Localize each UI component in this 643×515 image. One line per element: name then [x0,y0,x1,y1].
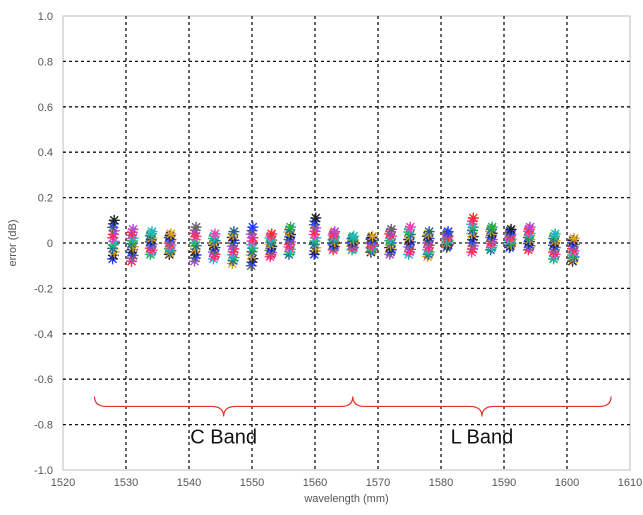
y-tick-label: -0.6 [34,374,53,386]
x-tick-label: 1570 [366,477,390,489]
data-point [467,212,479,224]
marker-stroke [246,250,256,260]
y-tick-label: -0.2 [34,283,53,295]
marker-stroke [210,229,220,239]
marker-stroke [108,243,118,253]
x-tick-label: 1600 [555,477,579,489]
y-tick-label: 0.4 [38,147,53,159]
data-point [404,221,416,233]
data-point [367,230,378,242]
marker-stroke [443,227,453,237]
x-tick-labels: 1520 1530 1540 1550 1560 1570 1580 1590 1600 1610 [51,477,642,489]
marker-stroke [349,231,359,241]
x-tick-label: 1560 [303,477,327,489]
marker-stroke [108,222,118,232]
data-point [505,223,517,235]
x-tick-label: 1540 [177,477,201,489]
curly-brace [93,396,354,417]
data-point [442,226,454,238]
marker-stroke [468,213,478,223]
data-point [228,226,240,238]
marker-stroke [267,229,277,239]
marker-stroke [109,215,119,225]
y-axis-title: error (dB) [7,219,19,266]
x-tick-label: 1590 [492,477,516,489]
data-point [568,232,580,244]
data-point [108,214,120,226]
marker-stroke [246,261,256,271]
marker-stroke [525,222,535,232]
band-label: C Band [190,426,257,448]
y-tick-label: -0.8 [34,420,53,432]
data-point [247,221,259,233]
data-point [266,228,278,240]
data-point [209,228,221,240]
y-tick-label: 1.0 [38,11,53,23]
data-point [146,226,158,238]
data-point [165,228,177,240]
y-tick-labels: 1.0 0.8 0.6 0.4 0.2 0 -0.2 -0.4 -0.6 -0.8 -1.0 [34,11,53,477]
y-tick-label: -1.0 [34,465,53,477]
data-point [423,226,435,238]
data-point [164,230,176,242]
marker-stroke [166,229,176,239]
marker-stroke [506,224,516,234]
marker-stroke [246,229,256,239]
band-labels: C Band L Band [190,426,513,448]
data-point [385,223,397,235]
data-point [348,230,360,242]
data-point [310,212,322,224]
marker-stroke [405,222,415,232]
marker-stroke [424,227,434,237]
y-tick-label: 0.8 [38,56,53,68]
marker-stroke [487,222,497,232]
x-tick-label: 1610 [618,477,642,489]
x-tick-label: 1580 [429,477,453,489]
marker-stroke [386,224,396,234]
marker-stroke [165,231,175,241]
marker-stroke [330,227,340,237]
marker-stroke [368,231,377,241]
y-tick-label: 0 [47,238,53,250]
data-point [127,223,139,235]
marker-stroke [286,222,296,232]
marker-stroke [248,222,258,232]
marker-stroke [569,233,579,243]
marker-stroke [128,224,138,234]
y-tick-label: 0.2 [38,193,53,205]
marker-stroke [229,227,239,237]
y-tick-label: -0.4 [34,329,53,341]
marker-stroke [246,240,256,250]
curly-brace [352,396,612,417]
data-point [285,221,297,233]
data-point [486,221,498,233]
marker-stroke [108,219,118,229]
marker-stroke [550,229,560,239]
band-label: L Band [451,426,514,448]
grid-lines [63,16,630,470]
x-tick-label: 1520 [51,477,75,489]
marker-stroke [191,222,201,232]
marker-stroke [247,226,257,236]
marker-stroke [147,227,157,237]
data-points [107,212,580,272]
data-point [549,228,561,240]
band-braces [93,396,612,417]
data-point [524,221,536,233]
x-tick-label: 1550 [240,477,264,489]
x-axis-title: wavelength (mm) [303,493,388,505]
y-tick-label: 0.6 [38,102,53,114]
x-tick-label: 1530 [114,477,138,489]
marker-stroke [311,213,321,223]
marker-stroke [108,254,118,264]
data-point [190,221,202,233]
marker-stroke [108,233,118,243]
data-point [329,226,341,238]
